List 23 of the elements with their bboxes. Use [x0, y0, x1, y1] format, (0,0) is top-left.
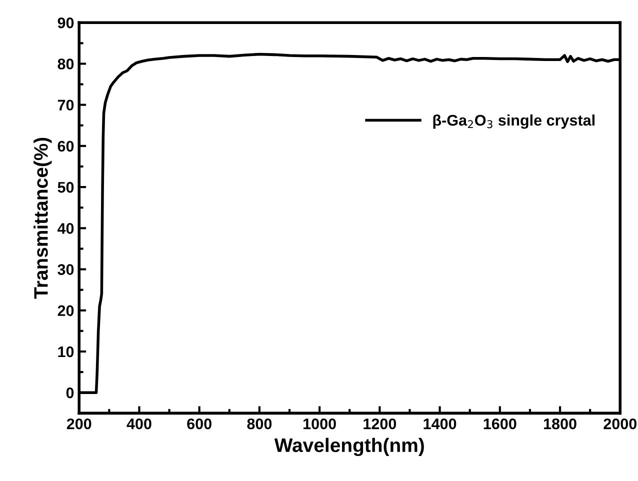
x-tick-label: 400 [126, 418, 152, 430]
y-tick-label: 60 [58, 140, 74, 152]
x-tick-label: 200 [66, 418, 92, 430]
x-tick-label: 1400 [424, 418, 456, 430]
y-tick-label: 50 [58, 182, 74, 193]
y-tick-label: 0 [66, 387, 74, 398]
y-tick-label: 10 [58, 346, 74, 358]
x-tick-label: 1000 [304, 418, 336, 430]
y-tick-label: 70 [58, 100, 74, 111]
x-tick-label: 1200 [364, 418, 396, 430]
y-tick-label: 20 [58, 305, 74, 316]
x-tick-label: 800 [247, 418, 272, 430]
y-tick-label: 90 [58, 17, 74, 28]
x-axis-title: Wavelength(nm) [274, 438, 424, 456]
legend-label: β-Ga$_{2}$O$_{3}$ single crystal [433, 114, 594, 129]
x-tick-label: 1800 [544, 418, 576, 430]
y-tick-label: 40 [57, 223, 74, 234]
y-axis-title: Transmittance(%) [34, 138, 52, 299]
y-tick-label: 30 [58, 264, 74, 275]
x-tick-label: 2000 [604, 418, 637, 430]
y-tick-label: 80 [58, 58, 74, 70]
x-tick-label: 1600 [484, 418, 516, 430]
x-tick-label: 600 [187, 418, 212, 430]
